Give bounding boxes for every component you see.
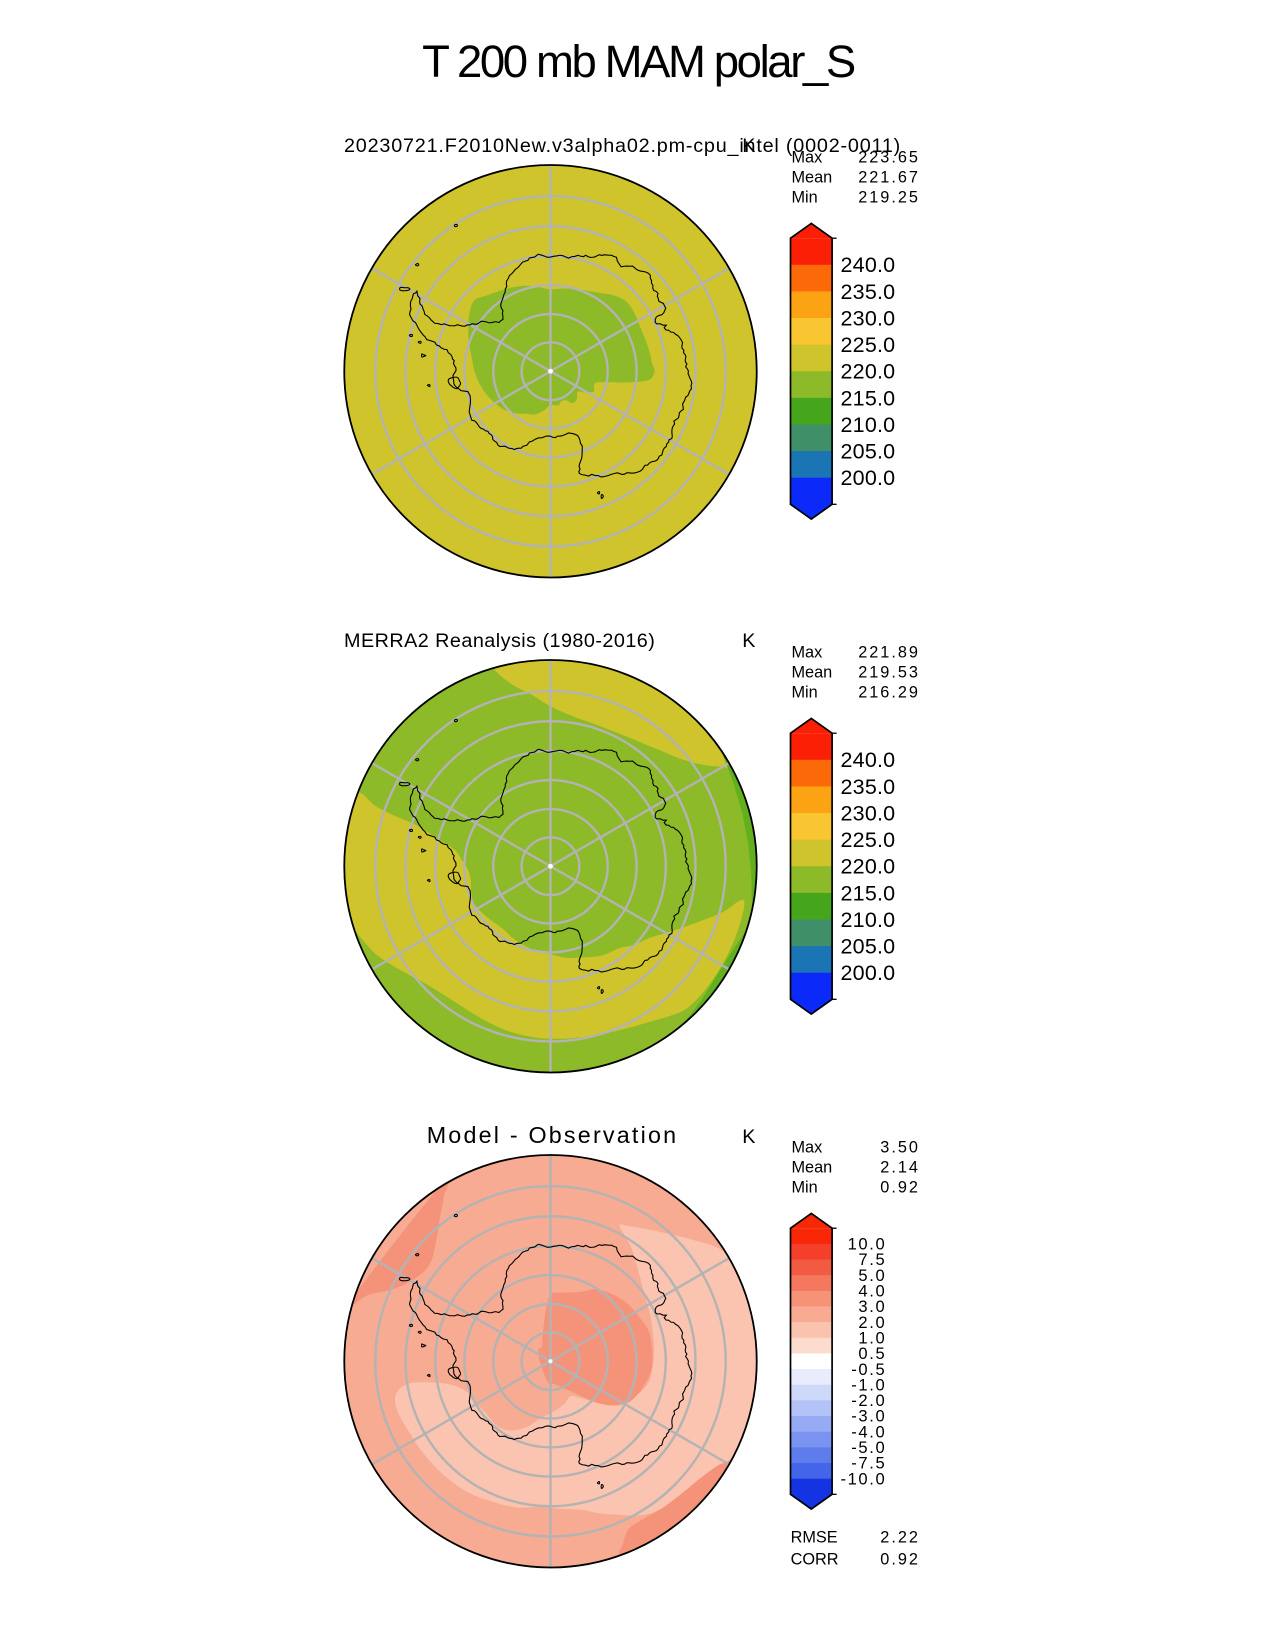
svg-text:205.0: 205.0 bbox=[841, 935, 896, 959]
svg-text:216.29: 216.29 bbox=[858, 683, 920, 701]
svg-text:Model - Observation: Model - Observation bbox=[427, 1122, 679, 1148]
svg-text:215.0: 215.0 bbox=[841, 386, 896, 410]
svg-text:0.92: 0.92 bbox=[880, 1178, 920, 1196]
svg-text:-7.5: -7.5 bbox=[851, 1454, 886, 1473]
svg-text:10.0: 10.0 bbox=[848, 1235, 887, 1254]
svg-text:219.53: 219.53 bbox=[858, 663, 920, 681]
svg-text:221.67: 221.67 bbox=[858, 168, 920, 186]
svg-text:200.0: 200.0 bbox=[841, 961, 896, 985]
svg-text:Max: Max bbox=[792, 148, 823, 166]
svg-text:219.25: 219.25 bbox=[858, 188, 920, 206]
svg-text:235.0: 235.0 bbox=[841, 775, 896, 799]
svg-text:4.0: 4.0 bbox=[858, 1282, 886, 1301]
svg-text:200.0: 200.0 bbox=[841, 466, 896, 490]
svg-text:-3.0: -3.0 bbox=[851, 1407, 886, 1426]
svg-text:210.0: 210.0 bbox=[841, 413, 896, 437]
svg-text:210.0: 210.0 bbox=[841, 908, 896, 932]
svg-text:5.0: 5.0 bbox=[858, 1266, 886, 1285]
svg-text:215.0: 215.0 bbox=[841, 881, 896, 905]
svg-text:2.22: 2.22 bbox=[880, 1529, 920, 1547]
svg-text:205.0: 205.0 bbox=[841, 440, 896, 464]
svg-text:-2.0: -2.0 bbox=[851, 1391, 886, 1410]
svg-text:CORR: CORR bbox=[791, 1550, 839, 1568]
svg-text:2.0: 2.0 bbox=[858, 1313, 886, 1332]
svg-text:0.5: 0.5 bbox=[858, 1344, 886, 1363]
svg-text:T 200 mb MAM polar_S: T 200 mb MAM polar_S bbox=[422, 36, 855, 87]
svg-text:235.0: 235.0 bbox=[841, 280, 896, 304]
svg-text:MERRA2 Reanalysis (1980-2016): MERRA2 Reanalysis (1980-2016) bbox=[344, 630, 655, 652]
svg-text:225.0: 225.0 bbox=[841, 828, 896, 852]
svg-text:Min: Min bbox=[792, 1178, 818, 1196]
svg-text:Min: Min bbox=[792, 683, 818, 701]
svg-text:-10.0: -10.0 bbox=[840, 1469, 886, 1488]
svg-text:-5.0: -5.0 bbox=[851, 1438, 886, 1457]
svg-text:3.0: 3.0 bbox=[858, 1297, 886, 1316]
svg-text:Min: Min bbox=[792, 188, 818, 206]
svg-text:-1.0: -1.0 bbox=[851, 1375, 886, 1394]
svg-text:220.0: 220.0 bbox=[841, 360, 896, 384]
svg-text:RMSE: RMSE bbox=[791, 1529, 838, 1547]
svg-text:223.65: 223.65 bbox=[858, 148, 920, 166]
svg-text:7.5: 7.5 bbox=[858, 1250, 886, 1269]
svg-text:Max: Max bbox=[792, 1138, 823, 1156]
svg-text:220.0: 220.0 bbox=[841, 855, 896, 879]
svg-text:1.0: 1.0 bbox=[858, 1329, 886, 1348]
svg-text:Max: Max bbox=[792, 643, 823, 661]
svg-text:240.0: 240.0 bbox=[841, 253, 896, 277]
svg-text:221.89: 221.89 bbox=[858, 643, 920, 661]
svg-text:-4.0: -4.0 bbox=[851, 1422, 886, 1441]
svg-text:K: K bbox=[742, 1126, 755, 1148]
svg-text:Mean: Mean bbox=[792, 1158, 833, 1176]
svg-text:230.0: 230.0 bbox=[841, 801, 896, 825]
svg-text:20230721.F2010New.v3alpha02.pm: 20230721.F2010New.v3alpha02.pm-cpu_intel… bbox=[344, 135, 901, 157]
svg-text:230.0: 230.0 bbox=[841, 306, 896, 330]
svg-text:3.50: 3.50 bbox=[880, 1138, 920, 1156]
svg-text:2.14: 2.14 bbox=[880, 1158, 920, 1176]
svg-text:0.92: 0.92 bbox=[880, 1550, 920, 1568]
svg-text:K: K bbox=[742, 630, 755, 652]
svg-text:-0.5: -0.5 bbox=[851, 1360, 886, 1379]
svg-text:Mean: Mean bbox=[792, 168, 833, 186]
svg-text:240.0: 240.0 bbox=[841, 748, 896, 772]
svg-text:225.0: 225.0 bbox=[841, 333, 896, 357]
svg-text:Mean: Mean bbox=[792, 663, 833, 681]
svg-text:K: K bbox=[742, 135, 755, 157]
